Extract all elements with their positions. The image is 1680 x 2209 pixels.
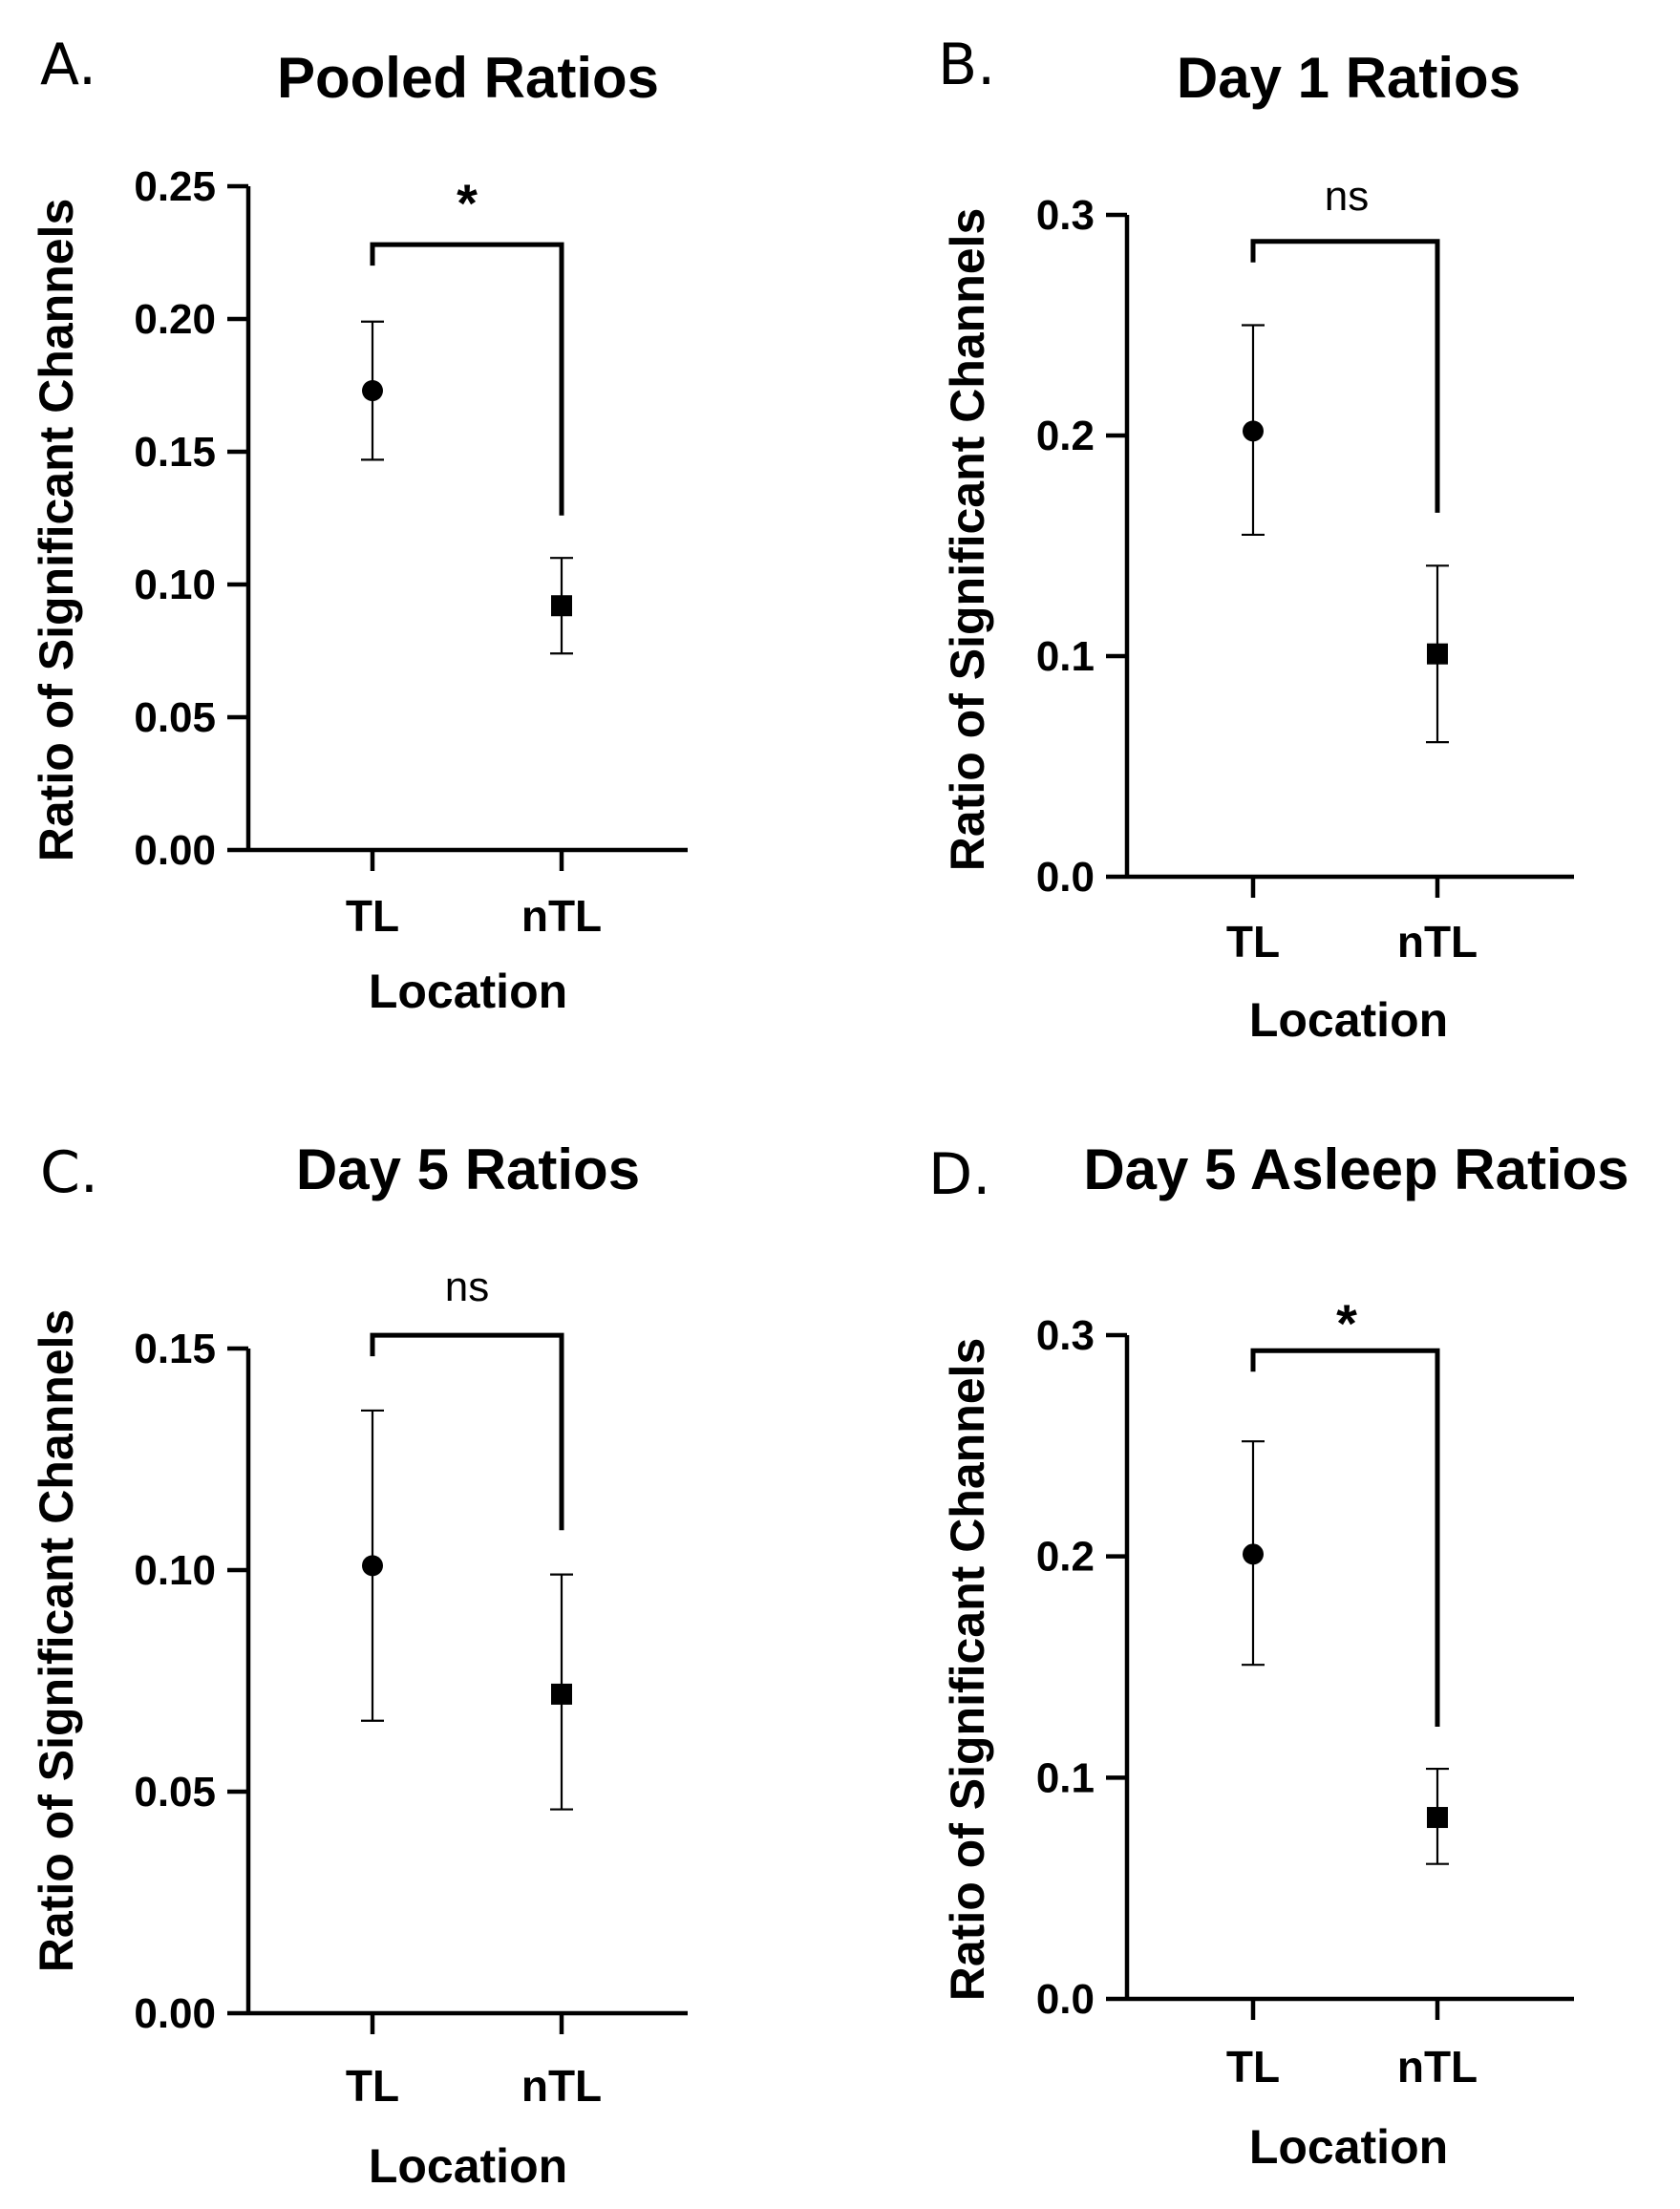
x-axis-title: Location — [1249, 2120, 1448, 2174]
panel-label: C. — [40, 1139, 98, 1206]
y-tick-label: 0.0 — [1036, 854, 1095, 901]
y-tick-label: 0.3 — [1036, 1312, 1095, 1359]
y-tick-label: 0.3 — [1036, 192, 1095, 239]
y-tick-label: 0.10 — [134, 562, 216, 608]
y-tick-label: 0.10 — [134, 1547, 216, 1594]
y-axis-title: Ratio of Significant Channels — [30, 1309, 83, 1972]
x-tick-label: TL — [346, 891, 399, 941]
x-tick-label: TL — [1226, 917, 1280, 966]
y-tick-label: 0.00 — [134, 1990, 216, 2037]
panel-label: D. — [928, 1141, 990, 1208]
x-axis-title: Location — [369, 2139, 567, 2193]
x-tick-label: nTL — [521, 891, 602, 941]
chart-title: Day 1 Ratios — [1177, 46, 1521, 110]
significance-bracket — [1250, 239, 1440, 513]
panel-label: B. — [938, 32, 995, 98]
data-point-ntl — [1427, 1807, 1448, 1829]
data-point-tl — [1243, 420, 1264, 442]
significance-label: * — [457, 173, 478, 233]
chart-title: Day 5 Ratios — [296, 1137, 640, 1201]
y-tick-label: 0.2 — [1036, 1534, 1095, 1581]
y-tick-label: 0.00 — [134, 827, 216, 874]
chart-title: Pooled Ratios — [277, 46, 659, 110]
y-tick-label: 0.0 — [1036, 1976, 1095, 2023]
x-tick-label: nTL — [1397, 917, 1478, 966]
data-point-ntl — [1427, 643, 1448, 665]
x-tick-label: TL — [1226, 2042, 1280, 2092]
significance-label: * — [1336, 1293, 1357, 1353]
panel-b: B. Day 1 Ratios Ratio of Significant Cha… — [938, 32, 1574, 1047]
x-tick-label: nTL — [521, 2061, 602, 2111]
data-point-ntl — [551, 595, 572, 617]
x-tick-label: TL — [346, 2061, 399, 2111]
plot-area: 0.0 0.1 0.2 0.3 — [1036, 192, 1574, 901]
y-tick-label: 0.1 — [1036, 1754, 1095, 1801]
y-tick-label: 0.25 — [134, 163, 216, 210]
y-tick-label: 0.20 — [134, 296, 216, 343]
panel-c: C. Day 5 Ratios Ratio of Significant Cha… — [30, 1137, 688, 2193]
y-tick-label: 0.15 — [134, 429, 216, 476]
significance-label: ns — [445, 1264, 489, 1310]
y-tick-label: 0.15 — [134, 1326, 216, 1372]
x-axis-title: Location — [369, 965, 567, 1018]
significance-bracket — [370, 1332, 564, 1531]
panel-label: A. — [40, 32, 96, 98]
plot-area: 0.0 0.1 0.2 0.3 — [1036, 1312, 1574, 2023]
data-point-tl — [362, 380, 383, 402]
y-axis-title: Ratio of Significant Channels — [941, 1338, 994, 2001]
y-tick-label: 0.05 — [134, 694, 216, 741]
significance-bracket — [1250, 1348, 1440, 1728]
panel-d: D. Day 5 Asleep Ratios Ratio of Signific… — [928, 1137, 1629, 2174]
plot-area: 0.00 0.05 0.10 0.15 — [134, 1326, 688, 2037]
x-axis-title: Location — [1249, 993, 1448, 1047]
y-tick-label: 0.2 — [1036, 413, 1095, 459]
data-point-tl — [1243, 1543, 1264, 1565]
significance-bracket — [370, 242, 564, 516]
plot-area: 0.00 0.05 0.10 0.15 0.20 0.25 — [134, 163, 688, 874]
chart-title: Day 5 Asleep Ratios — [1083, 1137, 1628, 1201]
y-axis-title: Ratio of Significant Channels — [30, 199, 83, 861]
y-tick-label: 0.05 — [134, 1769, 216, 1816]
significance-label: ns — [1325, 173, 1369, 220]
y-tick-label: 0.1 — [1036, 633, 1095, 680]
data-point-ntl — [551, 1683, 572, 1705]
x-tick-label: nTL — [1397, 2042, 1478, 2092]
y-axis-title: Ratio of Significant Channels — [941, 208, 994, 871]
data-point-tl — [362, 1555, 383, 1577]
panel-a: A. Pooled Ratios Ratio of Significant Ch… — [30, 32, 688, 1018]
